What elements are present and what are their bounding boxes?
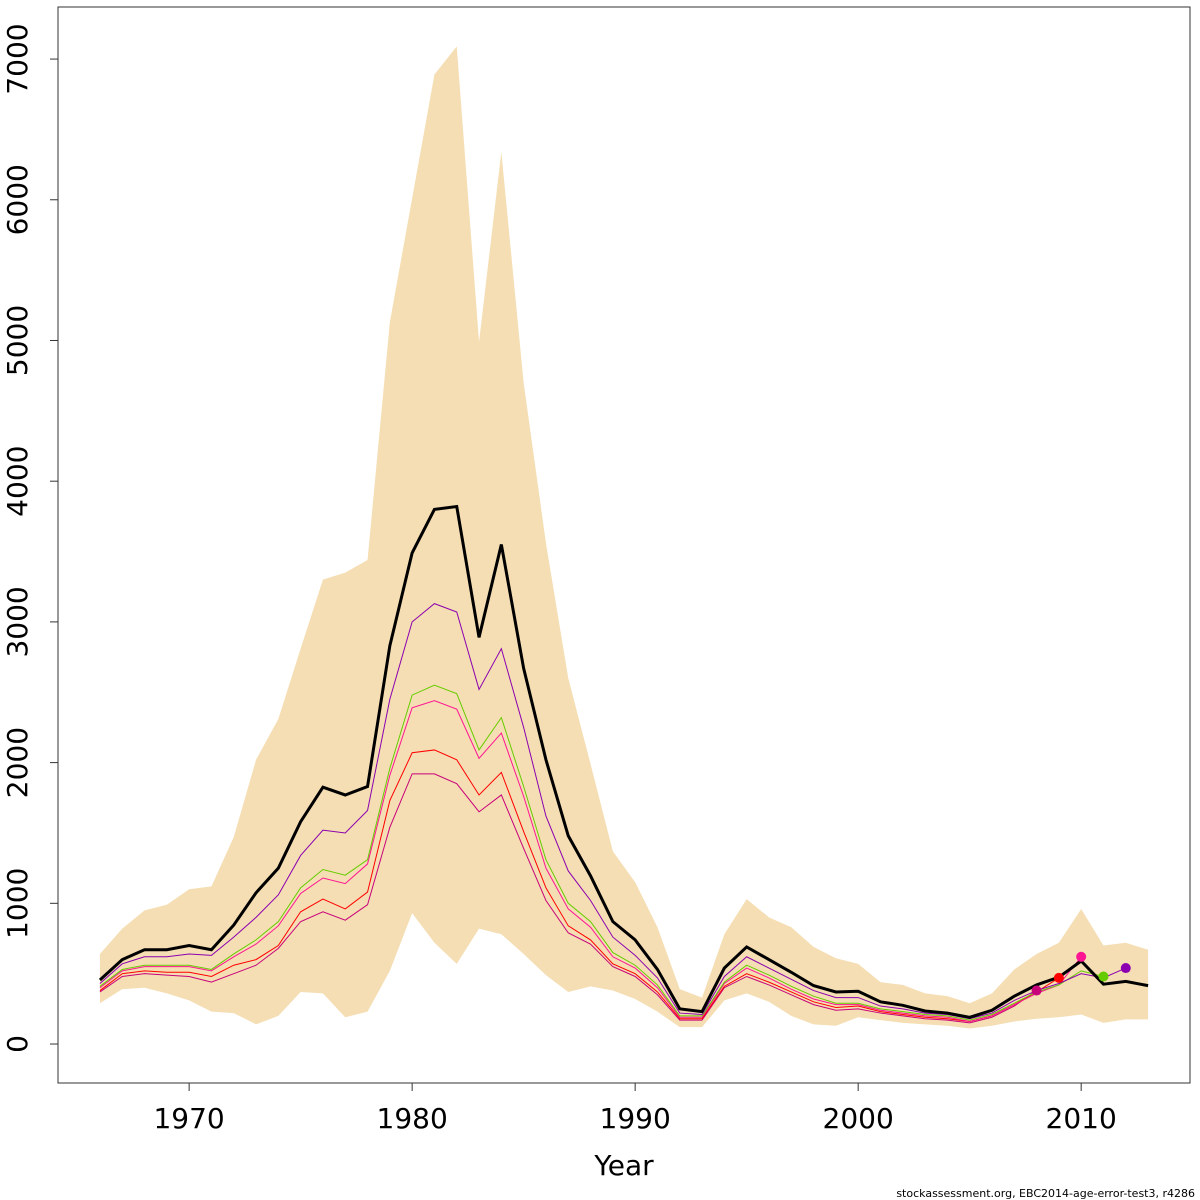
series-line — [99, 773, 1037, 1024]
series-endpoint — [1031, 985, 1042, 996]
y-tick-label: 5000 — [1, 305, 34, 376]
y-tick-label: 4000 — [1, 446, 34, 517]
x-tick-label: 2010 — [1046, 1102, 1117, 1135]
x-tick-label: 2000 — [823, 1102, 894, 1135]
footnote: stockassessment.org, EBC2014-age-error-t… — [896, 1187, 1195, 1200]
series-line — [99, 700, 1082, 1023]
series-endpoint — [1120, 963, 1131, 974]
series-endpoint — [1076, 951, 1087, 962]
series-line — [99, 749, 1060, 1023]
series-endpoint — [1053, 972, 1064, 983]
y-tick-label: 7000 — [1, 23, 34, 94]
y-tick-label: 6000 — [1, 164, 34, 235]
plot-frame — [57, 6, 1191, 1084]
series-endpoint — [1098, 971, 1109, 982]
series-line — [98, 504, 1149, 1019]
y-tick-label: 0 — [1, 1035, 34, 1053]
series-line — [99, 684, 1104, 1021]
x-tick-label: 1990 — [600, 1102, 671, 1135]
confidence-band — [99, 46, 1149, 1029]
x-tick-label: 1980 — [377, 1102, 448, 1135]
y-tick-label: 1000 — [1, 868, 34, 939]
x-axis-label: Year — [593, 1149, 654, 1182]
y-tick-label: 3000 — [1, 586, 34, 657]
x-tick-label: 1970 — [153, 1102, 224, 1135]
y-tick-label: 2000 — [1, 727, 34, 798]
